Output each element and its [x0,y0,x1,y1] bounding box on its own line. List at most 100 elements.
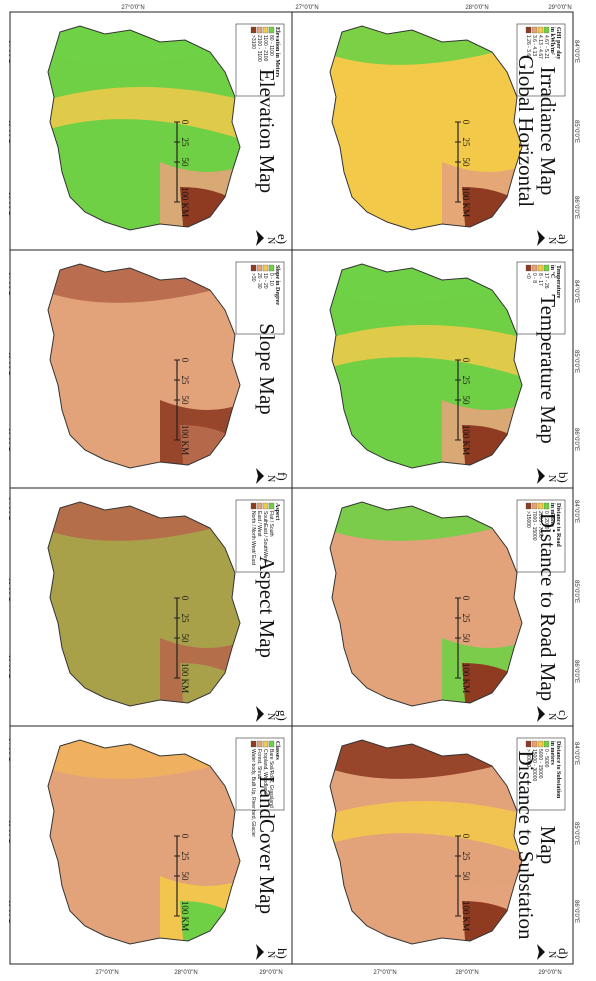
legend-box [516,23,566,97]
north-arrow-icon [537,944,545,960]
legend-swatch [543,740,550,748]
panel-title: LandCover Map [255,776,279,914]
legend-title: Temperature [555,265,561,299]
scale-bar: 0 25 50 100 KM [174,834,190,931]
legend-box [235,737,285,811]
bottom-lat-tick: 29°0'0"N [538,970,561,976]
district-boundary [47,739,241,945]
bottom-lat-tick: 27°0'0"N [373,970,396,976]
north-label: N [265,237,276,244]
scale-bar: 0 25 50 100 KM [455,120,471,217]
legend-swatch [250,264,257,272]
scale-label: 25 [180,852,190,862]
north-label: N [546,951,557,958]
legend-item: 0 - 10 [268,273,274,286]
legend-swatch [543,264,550,272]
legend-title: in meters [549,741,555,765]
legend-item: Bare Soil/Rock, Grassland [268,749,274,808]
top-lat-tick: 29°0'0"N [548,5,571,11]
side-lon-tick: 86°0'0"E [573,900,579,923]
legend-swatch [537,502,544,510]
legend-swatch [262,26,269,34]
scale-label: 0 [180,358,190,363]
scale-bar: 0 25 50 100 KM [174,358,190,455]
legend-swatch [525,264,532,272]
legend-item: Cropland, Woodland [262,749,268,795]
scale-label: 100 KM [180,187,190,217]
legend-item: 4.13 - 4.67 [537,35,543,59]
north-label: N [265,475,276,482]
legend-item: > 30000 [525,749,531,767]
scale-label: 25 [461,614,471,624]
legend-item: 3.6 - 4.13 [531,35,537,56]
legend-title: Elevation in Meters [274,27,280,78]
legend-title: in kWh/m² [549,27,555,55]
legend-swatch [543,502,550,510]
scale-bar: 0 25 50 100 KM [455,834,471,931]
scale-label: 50 [180,872,190,882]
legend-item: 5000 - 15000 [537,749,543,779]
scale-label: 50 [180,634,190,644]
legend-item: 4.67 - 5.21 [543,35,549,59]
legend-swatch [256,26,263,34]
north-label: N [546,713,557,720]
north-arrow: N [256,944,276,960]
north-arrow: N [537,468,557,484]
top-latitude-ticks: 27°0'0"N 27°0'0"N 28°0'0"N 29°0'0"N [121,5,571,11]
side-lon-tick: 86°0'0"E [573,428,579,451]
panel-label: d) [556,948,571,959]
legend-swatch [268,264,275,272]
bottom-lat-tick: 27°0'0"N [95,970,118,976]
panel-label: g) [275,710,290,721]
legend-swatch [256,740,263,748]
scale-label: 25 [461,376,471,386]
north-arrow-icon [537,706,545,722]
legend-item: 80 - 1100 [268,35,274,56]
scale-label: 0 [461,834,471,839]
legend-item: 10 - 20 [262,273,268,289]
scale-label: 0 [180,834,190,839]
legend-item: Water body, Built Up, River bed, Glacier [250,749,256,837]
scale-bar: 0 25 50 100 KM [455,596,471,693]
side-lon-tick: 84°0'0"E [573,280,579,303]
legend-box [235,261,285,335]
legend-item: >3100 [250,35,256,49]
legend-swatch [531,502,538,510]
legend-item: 0 - 8 [531,273,537,283]
scale-label: 100 KM [180,663,190,693]
panel-title: Aspect Map [255,556,279,658]
scale-label: 25 [180,376,190,386]
side-lon-tick: 85°0'0"E [573,822,579,845]
panel-title: Distance to Road Map [536,513,560,701]
legend-swatch [256,264,263,272]
panel-title: Global Horizontal [514,55,538,207]
legend-item: >15000 [525,511,531,528]
panel-title: Temperature Map [536,294,560,444]
side-lon-tick: 85°0'0"E [573,120,579,143]
scale-label: 50 [461,872,471,882]
legend-swatch [525,740,532,748]
legend-item: 0 - 5000 [543,749,549,768]
north-label: N [265,951,276,958]
legend-swatch [537,740,544,748]
legend-swatch [537,26,544,34]
legend-swatch [262,502,269,510]
legend-swatch [262,264,269,272]
legend-item: 20 - 30 [256,273,262,289]
legend-swatch [525,26,532,34]
legend-title: Distance to Substation [555,741,561,799]
north-arrow: N [537,706,557,722]
scale-label: 0 [180,120,190,125]
scale-label: 25 [180,614,190,624]
legend-swatch [262,740,269,748]
scale-label: 50 [180,396,190,406]
